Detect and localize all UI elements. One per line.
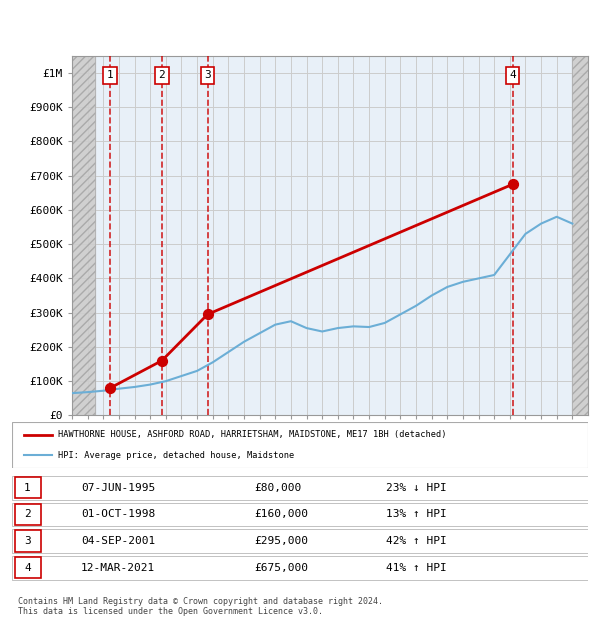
Text: 42% ↑ HPI: 42% ↑ HPI [386, 536, 447, 546]
Point [508, 179, 518, 189]
FancyBboxPatch shape [12, 529, 588, 553]
Text: 4: 4 [509, 70, 516, 80]
Bar [572, 56, 588, 415]
Text: £80,000: £80,000 [254, 482, 301, 493]
Text: 1: 1 [107, 70, 113, 80]
Bar [72, 56, 95, 415]
Text: HPI: Average price, detached house, Maidstone: HPI: Average price, detached house, Maid… [58, 451, 295, 459]
FancyBboxPatch shape [15, 557, 41, 578]
FancyBboxPatch shape [15, 477, 41, 498]
FancyBboxPatch shape [12, 422, 588, 468]
Point [106, 383, 115, 393]
Text: 4: 4 [24, 562, 31, 573]
Text: 3: 3 [24, 536, 31, 546]
FancyBboxPatch shape [15, 503, 41, 525]
FancyBboxPatch shape [12, 556, 588, 580]
FancyBboxPatch shape [12, 476, 588, 500]
Text: 01-OCT-1998: 01-OCT-1998 [81, 509, 155, 520]
Text: HAWTHORNE HOUSE, ASHFORD ROAD, HARRIETSHAM, MAIDSTONE, ME17 1BH (detached): HAWTHORNE HOUSE, ASHFORD ROAD, HARRIETSH… [58, 430, 446, 439]
Point [203, 309, 212, 319]
Bar [72, 56, 95, 415]
Point [157, 356, 167, 366]
Bar [572, 56, 588, 415]
Text: Contains HM Land Registry data © Crown copyright and database right 2024.
This d: Contains HM Land Registry data © Crown c… [18, 597, 383, 616]
Text: 2: 2 [158, 70, 165, 80]
FancyBboxPatch shape [15, 530, 41, 552]
FancyBboxPatch shape [12, 503, 588, 526]
Text: 3: 3 [204, 70, 211, 80]
Text: 23% ↓ HPI: 23% ↓ HPI [386, 482, 447, 493]
Text: 12-MAR-2021: 12-MAR-2021 [81, 562, 155, 573]
Text: £295,000: £295,000 [254, 536, 308, 546]
Text: 2: 2 [24, 509, 31, 520]
Text: 13% ↑ HPI: 13% ↑ HPI [386, 509, 447, 520]
Text: 41% ↑ HPI: 41% ↑ HPI [386, 562, 447, 573]
Text: 1: 1 [24, 482, 31, 493]
Text: 04-SEP-2001: 04-SEP-2001 [81, 536, 155, 546]
Text: £160,000: £160,000 [254, 509, 308, 520]
Text: 07-JUN-1995: 07-JUN-1995 [81, 482, 155, 493]
Text: £675,000: £675,000 [254, 562, 308, 573]
